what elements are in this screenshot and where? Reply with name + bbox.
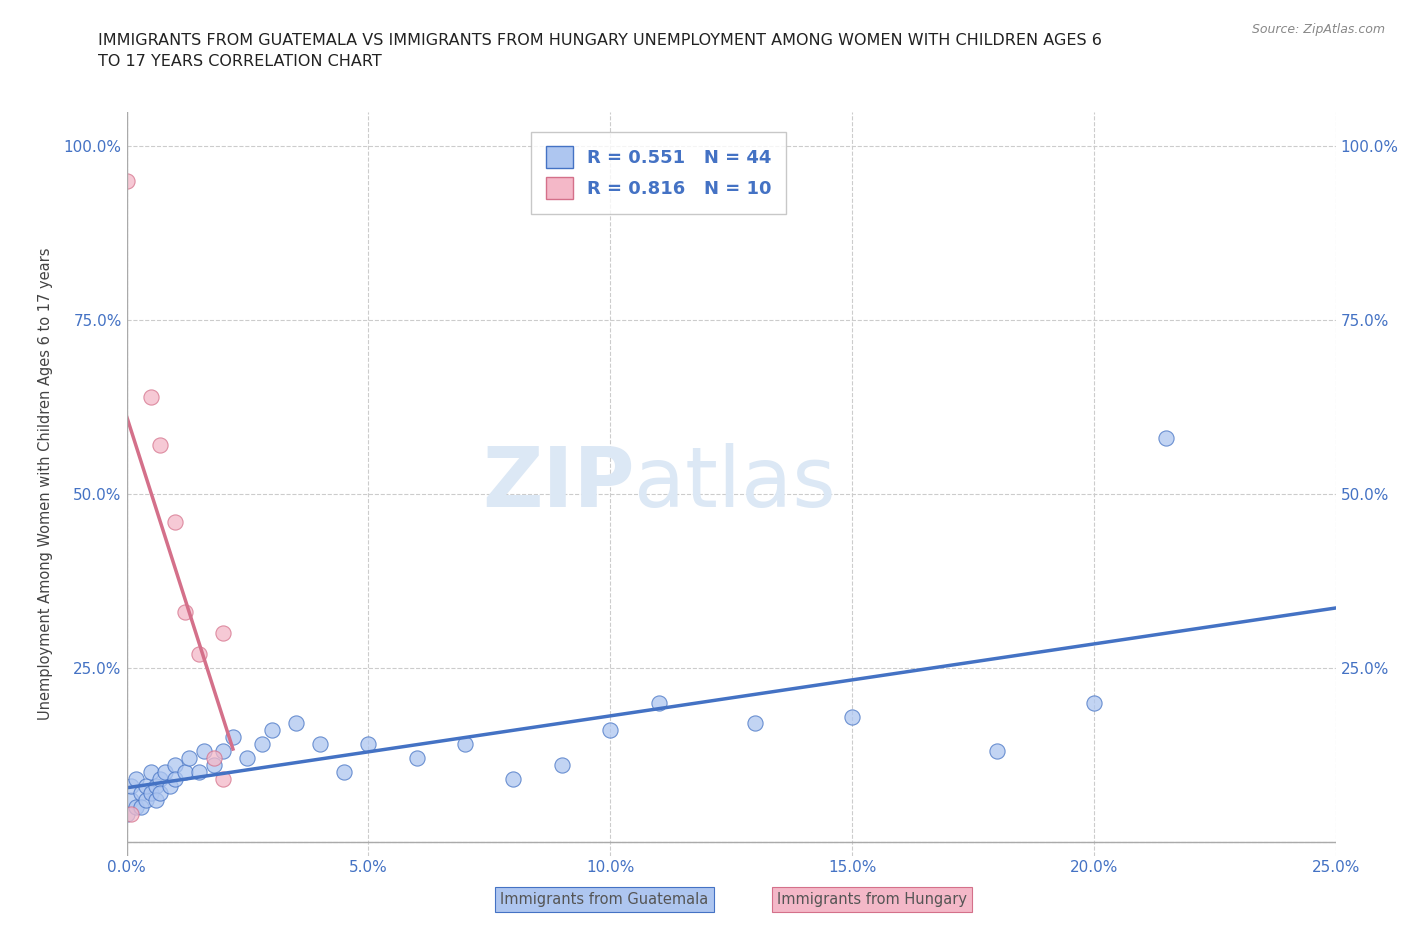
Point	[212, 772, 235, 787]
Text: Immigrants from Guatemala: Immigrants from Guatemala	[501, 892, 709, 907]
Point	[149, 772, 172, 787]
Point	[120, 778, 142, 793]
Point	[202, 758, 225, 773]
Point	[647, 696, 669, 711]
Text: Source: ZipAtlas.com: Source: ZipAtlas.com	[1251, 23, 1385, 36]
Point	[599, 723, 621, 737]
Point	[149, 438, 172, 453]
Point	[145, 792, 167, 807]
Point	[135, 778, 157, 793]
Point	[149, 786, 172, 801]
Point	[129, 800, 152, 815]
Text: IMMIGRANTS FROM GUATEMALA VS IMMIGRANTS FROM HUNGARY UNEMPLOYMENT AMONG WOMEN WI: IMMIGRANTS FROM GUATEMALA VS IMMIGRANTS …	[98, 33, 1102, 69]
Point	[193, 744, 215, 759]
Point	[236, 751, 259, 765]
Point	[333, 764, 356, 779]
Point	[139, 764, 162, 779]
Point	[250, 737, 273, 751]
Point	[284, 716, 307, 731]
Point	[129, 786, 152, 801]
Point	[179, 751, 201, 765]
Point	[120, 792, 142, 807]
Point	[188, 764, 211, 779]
Point	[454, 737, 477, 751]
Point	[502, 772, 524, 787]
Point	[1156, 431, 1178, 445]
Legend: R = 0.551   N = 44, R = 0.816   N = 10: R = 0.551 N = 44, R = 0.816 N = 10	[531, 132, 786, 214]
Point	[163, 772, 186, 787]
Point	[841, 709, 863, 724]
Point	[173, 764, 195, 779]
Point	[405, 751, 427, 765]
Point	[115, 806, 138, 821]
Point	[120, 806, 142, 821]
Point	[173, 604, 195, 619]
Point	[1083, 696, 1105, 711]
Point	[744, 716, 766, 731]
Point	[551, 758, 574, 773]
Y-axis label: Unemployment Among Women with Children Ages 6 to 17 years: Unemployment Among Women with Children A…	[38, 247, 52, 720]
Point	[986, 744, 1008, 759]
Point	[139, 786, 162, 801]
Point	[115, 174, 138, 189]
Text: atlas: atlas	[634, 443, 837, 525]
Point	[222, 730, 245, 745]
Point	[145, 778, 167, 793]
Text: ZIP: ZIP	[482, 443, 634, 525]
Point	[163, 758, 186, 773]
Point	[155, 764, 177, 779]
Point	[212, 626, 235, 641]
Point	[125, 772, 148, 787]
Point	[260, 723, 283, 737]
Point	[212, 744, 235, 759]
Point	[163, 514, 186, 529]
Point	[125, 800, 148, 815]
Point	[188, 646, 211, 661]
Point	[357, 737, 380, 751]
Point	[139, 390, 162, 405]
Point	[202, 751, 225, 765]
Point	[309, 737, 332, 751]
Point	[159, 778, 181, 793]
Point	[135, 792, 157, 807]
Text: Immigrants from Hungary: Immigrants from Hungary	[776, 892, 967, 907]
